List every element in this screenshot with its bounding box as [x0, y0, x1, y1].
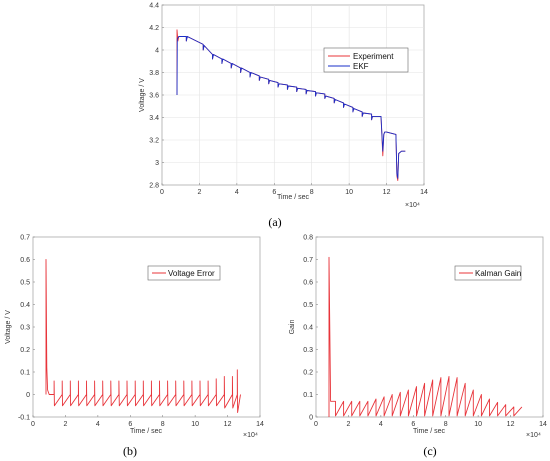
chart-a-legend-box [323, 47, 409, 73]
chart-a-xtick-label: 12 [383, 189, 391, 196]
chart-c-xtick-label: 14 [539, 421, 547, 428]
chart-c-legend: Kalman Gain [454, 265, 522, 281]
chart-c-ytick-label: 0 [309, 415, 313, 422]
chart-c-ytick-label: 0.1 [303, 392, 313, 399]
chart-b-xtick-label: 0 [31, 421, 35, 428]
chart-c-legend-box [454, 265, 522, 281]
chart-a-grid [162, 5, 424, 185]
chart-c-xtick-label: 0 [314, 421, 318, 428]
chart-c-xticks: 0 2 4 6 8 10 12 14 [314, 415, 547, 428]
chart-b-xtick-label: 6 [128, 421, 132, 428]
chart-a-legend-label-experiment: Experiment [353, 52, 394, 61]
chart-a-ytick-label: 4 [155, 48, 159, 55]
chart-a-ytick-label: 3 [155, 160, 159, 167]
chart-a-xtick-label: 0 [160, 189, 164, 196]
chart-a-legend: Experiment EKF [323, 47, 409, 73]
chart-c-ytick-label: 0.8 [303, 235, 313, 242]
chart-a-series [176, 29, 406, 181]
chart-a-legend-label-ekf: EKF [353, 62, 369, 71]
chart-c-ytick-label: 0.4 [303, 325, 313, 332]
chart-b-xtick-label: 2 [63, 421, 67, 428]
chart-b-xtick-label: 8 [161, 421, 165, 428]
chart-a-ytick-label: 3.6 [149, 93, 159, 100]
chart-b-ytick-label: 0.7 [20, 235, 30, 242]
chart-a-xticks: 0 2 4 6 8 10 12 14 [160, 183, 428, 196]
chart-a-xtick-label: 8 [310, 189, 314, 196]
chart-b-series-voltage-error [45, 259, 241, 413]
chart-c-ylabel: Gain [289, 320, 296, 335]
chart-c-xtick-label: 4 [379, 421, 383, 428]
chart-b-ytick-label: 0.1 [20, 370, 30, 377]
chart-b: 0 2 4 6 8 10 12 14 -0.100.10.20.30.40.50.60.7 T… [5, 235, 264, 459]
chart-b-xtick-label: 14 [256, 421, 264, 428]
chart-a-ylabel: Voltage / V [139, 78, 146, 112]
chart-c-series [328, 256, 523, 417]
chart-c-x-multiplier: ×10⁴ [526, 432, 541, 439]
chart-a-yticks: 2.8 3 3.2 3.4 3.6 3.8 4 4.2 4.4 [149, 3, 164, 190]
chart-c-xtick-label: 6 [411, 421, 415, 428]
chart-c-ytick-label: 0.3 [303, 347, 313, 354]
chart-a-xtick-label: 2 [197, 189, 201, 196]
chart-b-x-multiplier: ×10⁴ [243, 432, 258, 439]
chart-a-ytick-label: 4.4 [149, 3, 159, 10]
chart-a-xtick-label: 14 [420, 189, 428, 196]
chart-b-ytick-label: -0.1 [18, 415, 30, 422]
chart-b-xtick-label: 12 [224, 421, 232, 428]
chart-a-panel-label: (a) [268, 215, 281, 229]
chart-a-series-ekf [176, 36, 406, 179]
chart-b-legend-label: Voltage Error [168, 269, 215, 278]
chart-a-ytick-label: 3.4 [149, 115, 159, 122]
chart-b-legend-box [147, 265, 221, 281]
chart-b-plot-area [32, 236, 261, 418]
chart-c-ytick-label: 0.2 [303, 370, 313, 377]
chart-c-xtick-label: 2 [346, 421, 350, 428]
chart-a-x-multiplier: ×10⁴ [405, 202, 420, 209]
chart-c-xtick-label: 12 [507, 421, 515, 428]
chart-a-xtick-label: 6 [272, 189, 276, 196]
chart-c-xtick-label: 8 [444, 421, 448, 428]
chart-b-legend: Voltage Error [147, 265, 221, 281]
chart-c: 0 2 4 6 8 10 12 14 0 0.1 0.2 0.3 0.4 0.5 0.6 0.7 0.8 Ti… [289, 235, 547, 459]
chart-a-ytick-label: 4.2 [149, 25, 159, 32]
chart-b-ylabel: Voltage / V [5, 310, 12, 344]
chart-b-ytick-label: 0.2 [20, 347, 30, 354]
chart-b-panel-label: (b) [123, 444, 137, 458]
chart-c-ytick-label: 0.7 [303, 257, 313, 264]
chart-b-series [45, 259, 241, 413]
chart-c-legend-label: Kalman Gain [475, 269, 521, 278]
chart-c-panel-label: (c) [423, 444, 436, 458]
chart-a-xlabel: Time / sec [277, 194, 310, 201]
chart-a-xtick-label: 10 [345, 189, 353, 196]
chart-a: 0 2 4 6 8 10 12 14 2.8 3 3.2 3.4 3.6 3.8 4 4.2 4.4 Time… [139, 3, 428, 230]
chart-b-xlabel: Time / sec [130, 428, 163, 435]
chart-a-ytick-label: 2.8 [149, 183, 159, 190]
chart-a-xtick-label: 4 [235, 189, 239, 196]
chart-c-xlabel: Time / sec [413, 428, 446, 435]
chart-c-yticks: 0 0.1 0.2 0.3 0.4 0.5 0.6 0.7 0.8 [303, 235, 318, 422]
chart-c-ytick-label: 0.6 [303, 280, 313, 287]
chart-b-ytick-label: 0.4 [20, 302, 30, 309]
chart-a-ytick-label: 3.2 [149, 138, 159, 145]
chart-c-xtick-label: 10 [474, 421, 482, 428]
chart-b-yticks: -0.1 0 0.1 0.2 0.3 0.4 0.5 0.6 0.7 [18, 235, 35, 422]
chart-c-plot-area [315, 236, 544, 418]
chart-b-xticks: 0 2 4 6 8 10 12 14 [31, 415, 264, 428]
chart-b-ytick-label: 0.6 [20, 257, 30, 264]
chart-b-ytick-label: 0.3 [20, 325, 30, 332]
chart-b-ytick-label: 0 [26, 392, 30, 399]
chart-a-ytick-label: 3.8 [149, 70, 159, 77]
chart-b-xtick-label: 4 [96, 421, 100, 428]
chart-b-ytick-label: 0.5 [20, 280, 30, 287]
chart-c-ytick-label: 0.5 [303, 302, 313, 309]
chart-b-xtick-label: 10 [191, 421, 199, 428]
chart-c-series-kalman-gain [328, 256, 523, 417]
